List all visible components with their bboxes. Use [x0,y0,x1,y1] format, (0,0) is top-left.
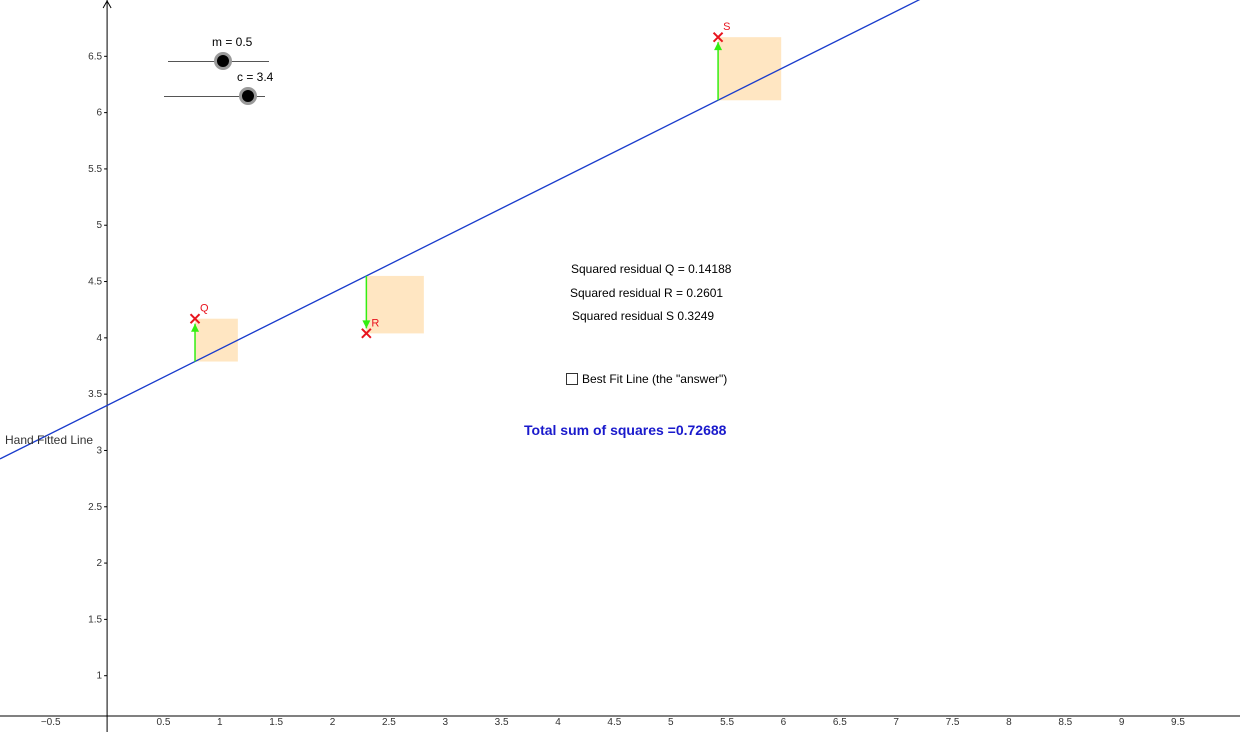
residual-arrowhead-s [714,42,723,51]
hand-fitted-line-label: Hand Fitted Line [5,433,93,447]
x-tick-label: 5.5 [720,717,734,728]
x-tick-label: 4.5 [607,717,621,728]
x-tick-label: 8.5 [1058,717,1072,728]
y-tick-label: 4 [97,333,103,344]
data-point-label-s: S [723,21,730,33]
x-tick-label: 2.5 [382,717,396,728]
best-fit-checkbox-row[interactable]: Best Fit Line (the "answer") [566,372,727,386]
y-tick-label: 3.5 [88,389,102,400]
x-tick-label: 1.5 [269,717,283,728]
slider-c-knob[interactable] [239,87,257,105]
y-tick-label: 1 [97,671,103,682]
slider-m-knob[interactable] [214,52,232,70]
data-point-r [361,328,372,339]
total-sum-of-squares: Total sum of squares =0.72688 [524,422,727,438]
x-tick-label: 5 [668,717,674,728]
x-tick-label: 0.5 [157,717,171,728]
x-tick-label: 7 [893,717,899,728]
residual-arrowhead-q [191,323,200,332]
best-fit-checkbox-label: Best Fit Line (the "answer") [582,372,728,386]
y-tick-label: 2.5 [88,502,102,513]
x-tick-label: 9.5 [1171,717,1185,728]
y-tick-label: 3 [97,445,103,456]
y-tick-label: 4.5 [88,277,102,288]
residual-square-q [195,318,238,362]
slider-m-label: m = 0.5 [212,35,253,49]
residual-s-text: Squared residual S 0.3249 [572,309,715,323]
x-tick-label: 2 [330,717,336,728]
data-point-label-r: R [371,317,379,329]
x-tick-label: 1 [217,717,223,728]
y-axis-arrow [102,0,112,9]
y-tick-label: 6.5 [88,51,102,62]
y-tick-label: 5.5 [88,164,102,175]
y-tick-label: 1.5 [88,614,102,625]
data-point-label-q: Q [200,303,209,315]
x-tick-label: 4 [555,717,561,728]
data-point-s [712,31,724,43]
y-tick-label: 5 [97,220,103,231]
x-tick-label: 3 [442,717,448,728]
residual-q-text: Squared residual Q = 0.14188 [571,262,732,276]
slider-c-track[interactable] [164,96,265,97]
x-tick-label: 6.5 [833,717,847,728]
y-tick-label: 2 [97,558,103,569]
slider-c-label: c = 3.4 [237,70,274,84]
residual-r-text: Squared residual R = 0.2601 [570,286,724,300]
y-tick-label: 6 [97,108,103,119]
x-tick-label: 7.5 [946,717,960,728]
x-tick-label: 9 [1119,717,1125,728]
x-tick-label: 6 [781,717,787,728]
data-point-q [189,313,201,324]
x-tick-label: −0.5 [41,717,61,728]
x-tick-label: 3.5 [495,717,509,728]
hand-fitted-line [0,0,921,460]
x-tick-label: 8 [1006,717,1012,728]
residual-square-r [366,275,424,334]
best-fit-checkbox[interactable] [566,373,578,385]
residual-arrowhead-r [362,320,371,329]
residual-square-s [718,37,782,101]
